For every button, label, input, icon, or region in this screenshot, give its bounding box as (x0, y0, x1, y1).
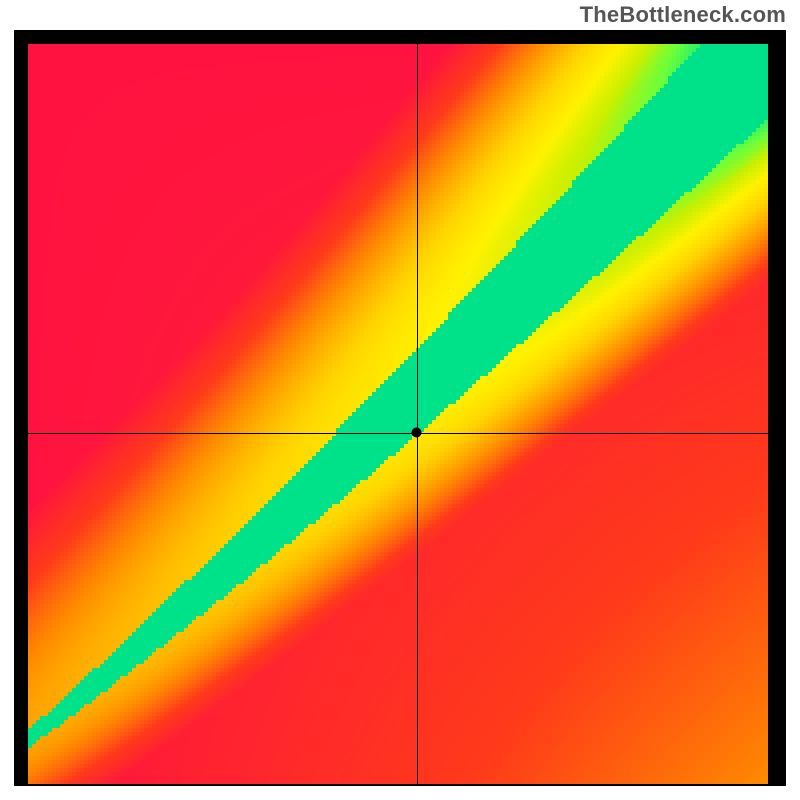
heatmap-frame (14, 30, 786, 786)
bottleneck-heatmap (14, 30, 786, 786)
watermark-text: TheBottleneck.com (580, 2, 786, 28)
